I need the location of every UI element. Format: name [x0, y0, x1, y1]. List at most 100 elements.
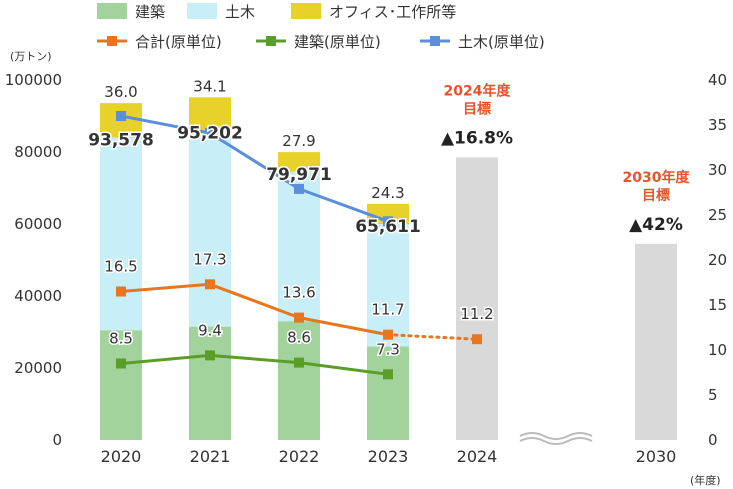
point-1-2020: [116, 358, 126, 369]
axis-break-wave-0: [519, 432, 593, 440]
top-label-2022: 27.9: [282, 132, 315, 150]
point-0-2023: [383, 329, 393, 340]
bars: [100, 97, 677, 440]
line-label-0-2022: 13.6: [282, 284, 315, 302]
right-tick-5: 5: [708, 386, 718, 404]
target-title-2030-0: 2030年度: [623, 169, 691, 186]
lines: [116, 111, 482, 380]
line-2-segment-2: [298, 187, 389, 223]
left-tick-60000: 60000: [14, 215, 62, 233]
legend-swatch-bar-0: [97, 3, 127, 19]
total-label-2021: 95,202: [177, 123, 243, 143]
point-2-2023: [383, 216, 393, 227]
right-tick-35: 35: [708, 116, 727, 134]
legend-marker-line-0: [107, 36, 117, 46]
total-label-2022: 79,971: [266, 165, 332, 185]
legend-label-line-1: 建築(原単位): [294, 33, 381, 51]
point-1-2022: [294, 357, 304, 368]
right-tick-0: 0: [708, 431, 718, 449]
left-axis-unit: (万トン): [10, 50, 52, 63]
bar-2020-series-1: [100, 137, 142, 331]
line-1-segment-0: [120, 353, 211, 365]
target-bar-2024: [456, 157, 498, 440]
x-tick-2020: 2020: [101, 447, 142, 466]
x-tick-2022: 2022: [279, 447, 320, 466]
total-label-2020: 93,578: [88, 131, 154, 151]
line-0-segment-3: [386, 333, 479, 341]
bar-2021-series-0: [189, 326, 231, 440]
left-tick-80000: 80000: [14, 143, 62, 161]
right-tick-20: 20: [708, 251, 727, 269]
legend-swatch-bar-1: [187, 3, 217, 19]
point-0-2024: [472, 334, 482, 345]
bar-2022-series-1: [278, 171, 320, 322]
target-pct-2024: ▲16.8%: [441, 128, 513, 148]
line-label-0-2021: 17.3: [193, 250, 226, 268]
target-title-2024-1: 目標: [463, 100, 491, 117]
legend-label-line-0: 合計(原単位): [135, 33, 222, 51]
left-tick-100000: 100000: [5, 71, 62, 89]
legend-label-line-2: 土木(原単位): [458, 33, 545, 51]
line-label-0-2024: 11.2: [460, 305, 493, 323]
top-label-2021: 34.1: [193, 77, 226, 95]
line-label-1-2020: 8.5: [109, 330, 133, 348]
point-0-2020: [116, 286, 126, 297]
x-tick-2023: 2023: [368, 447, 409, 466]
left-tick-20000: 20000: [14, 359, 62, 377]
right-tick-10: 10: [708, 341, 727, 359]
line-1-segment-2: [298, 361, 389, 376]
right-axis-unit: (年度): [690, 473, 721, 487]
bar-2023-series-0: [367, 346, 409, 440]
point-1-2023: [383, 369, 393, 380]
legend-marker-line-2: [430, 36, 440, 46]
right-tick-30: 30: [708, 161, 727, 179]
target-bar-2030: [635, 243, 677, 440]
legend-label-bar-0: 建築: [135, 3, 165, 21]
point-2-2020: [116, 111, 126, 121]
bar-2023-series-1: [367, 224, 409, 347]
target-title-2030-1: 目標: [642, 187, 670, 204]
point-2-2022: [294, 183, 304, 194]
point-0-2021: [205, 279, 215, 290]
right-tick-25: 25: [708, 206, 727, 224]
bar-2021-series-2: [189, 97, 231, 131]
legend-label-bar-1: 土木: [225, 3, 255, 21]
line-label-1-2022: 8.6: [287, 329, 311, 347]
x-tick-2021: 2021: [190, 447, 231, 466]
line-label-1-2023: 7.3: [376, 340, 400, 358]
x-tick-2024: 2024: [457, 447, 498, 466]
bar-2022-series-0: [278, 321, 320, 440]
bar-2021-series-1: [189, 130, 231, 327]
axis-break: [519, 432, 593, 445]
legend-label-bar-2: オフィス･工作所等: [329, 3, 456, 21]
right-tick-15: 15: [708, 296, 727, 314]
point-1-2021: [205, 350, 215, 361]
line-2-segment-0: [120, 114, 211, 135]
right-axis: 0 5 10 15 20 25 30 35 40: [708, 71, 727, 449]
legend-swatch-bar-2: [291, 3, 321, 19]
axis-break-wave-1: [519, 437, 593, 445]
left-tick-0: 0: [52, 431, 62, 449]
right-tick-40: 40: [708, 71, 727, 89]
top-label-2023: 24.3: [371, 184, 404, 202]
line-2-segment-1: [209, 131, 300, 191]
line-0-segment-1: [209, 282, 300, 320]
line-label-0-2020: 16.5: [104, 258, 137, 276]
total-label-2023: 65,611: [355, 217, 421, 237]
target-title-2024-0: 2024年度: [444, 82, 512, 99]
bar-2020-series-0: [100, 330, 142, 440]
target-pct-2030: ▲42%: [629, 215, 683, 235]
x-axis: 2020 2021 2022 2023 2024 2030: [101, 447, 677, 466]
x-tick-2030: 2030: [636, 447, 677, 466]
top-label-2020: 36.0: [104, 83, 137, 101]
left-axis: 0 20000 40000 60000 80000 100000: [5, 71, 62, 449]
bar-2022-series-2: [278, 152, 320, 172]
point-0-2022: [294, 312, 304, 323]
line-0-segment-2: [298, 316, 389, 337]
legend-marker-line-1: [266, 36, 276, 46]
line-label-0-2023: 11.7: [371, 301, 404, 319]
line-0-segment-0: [120, 282, 211, 293]
